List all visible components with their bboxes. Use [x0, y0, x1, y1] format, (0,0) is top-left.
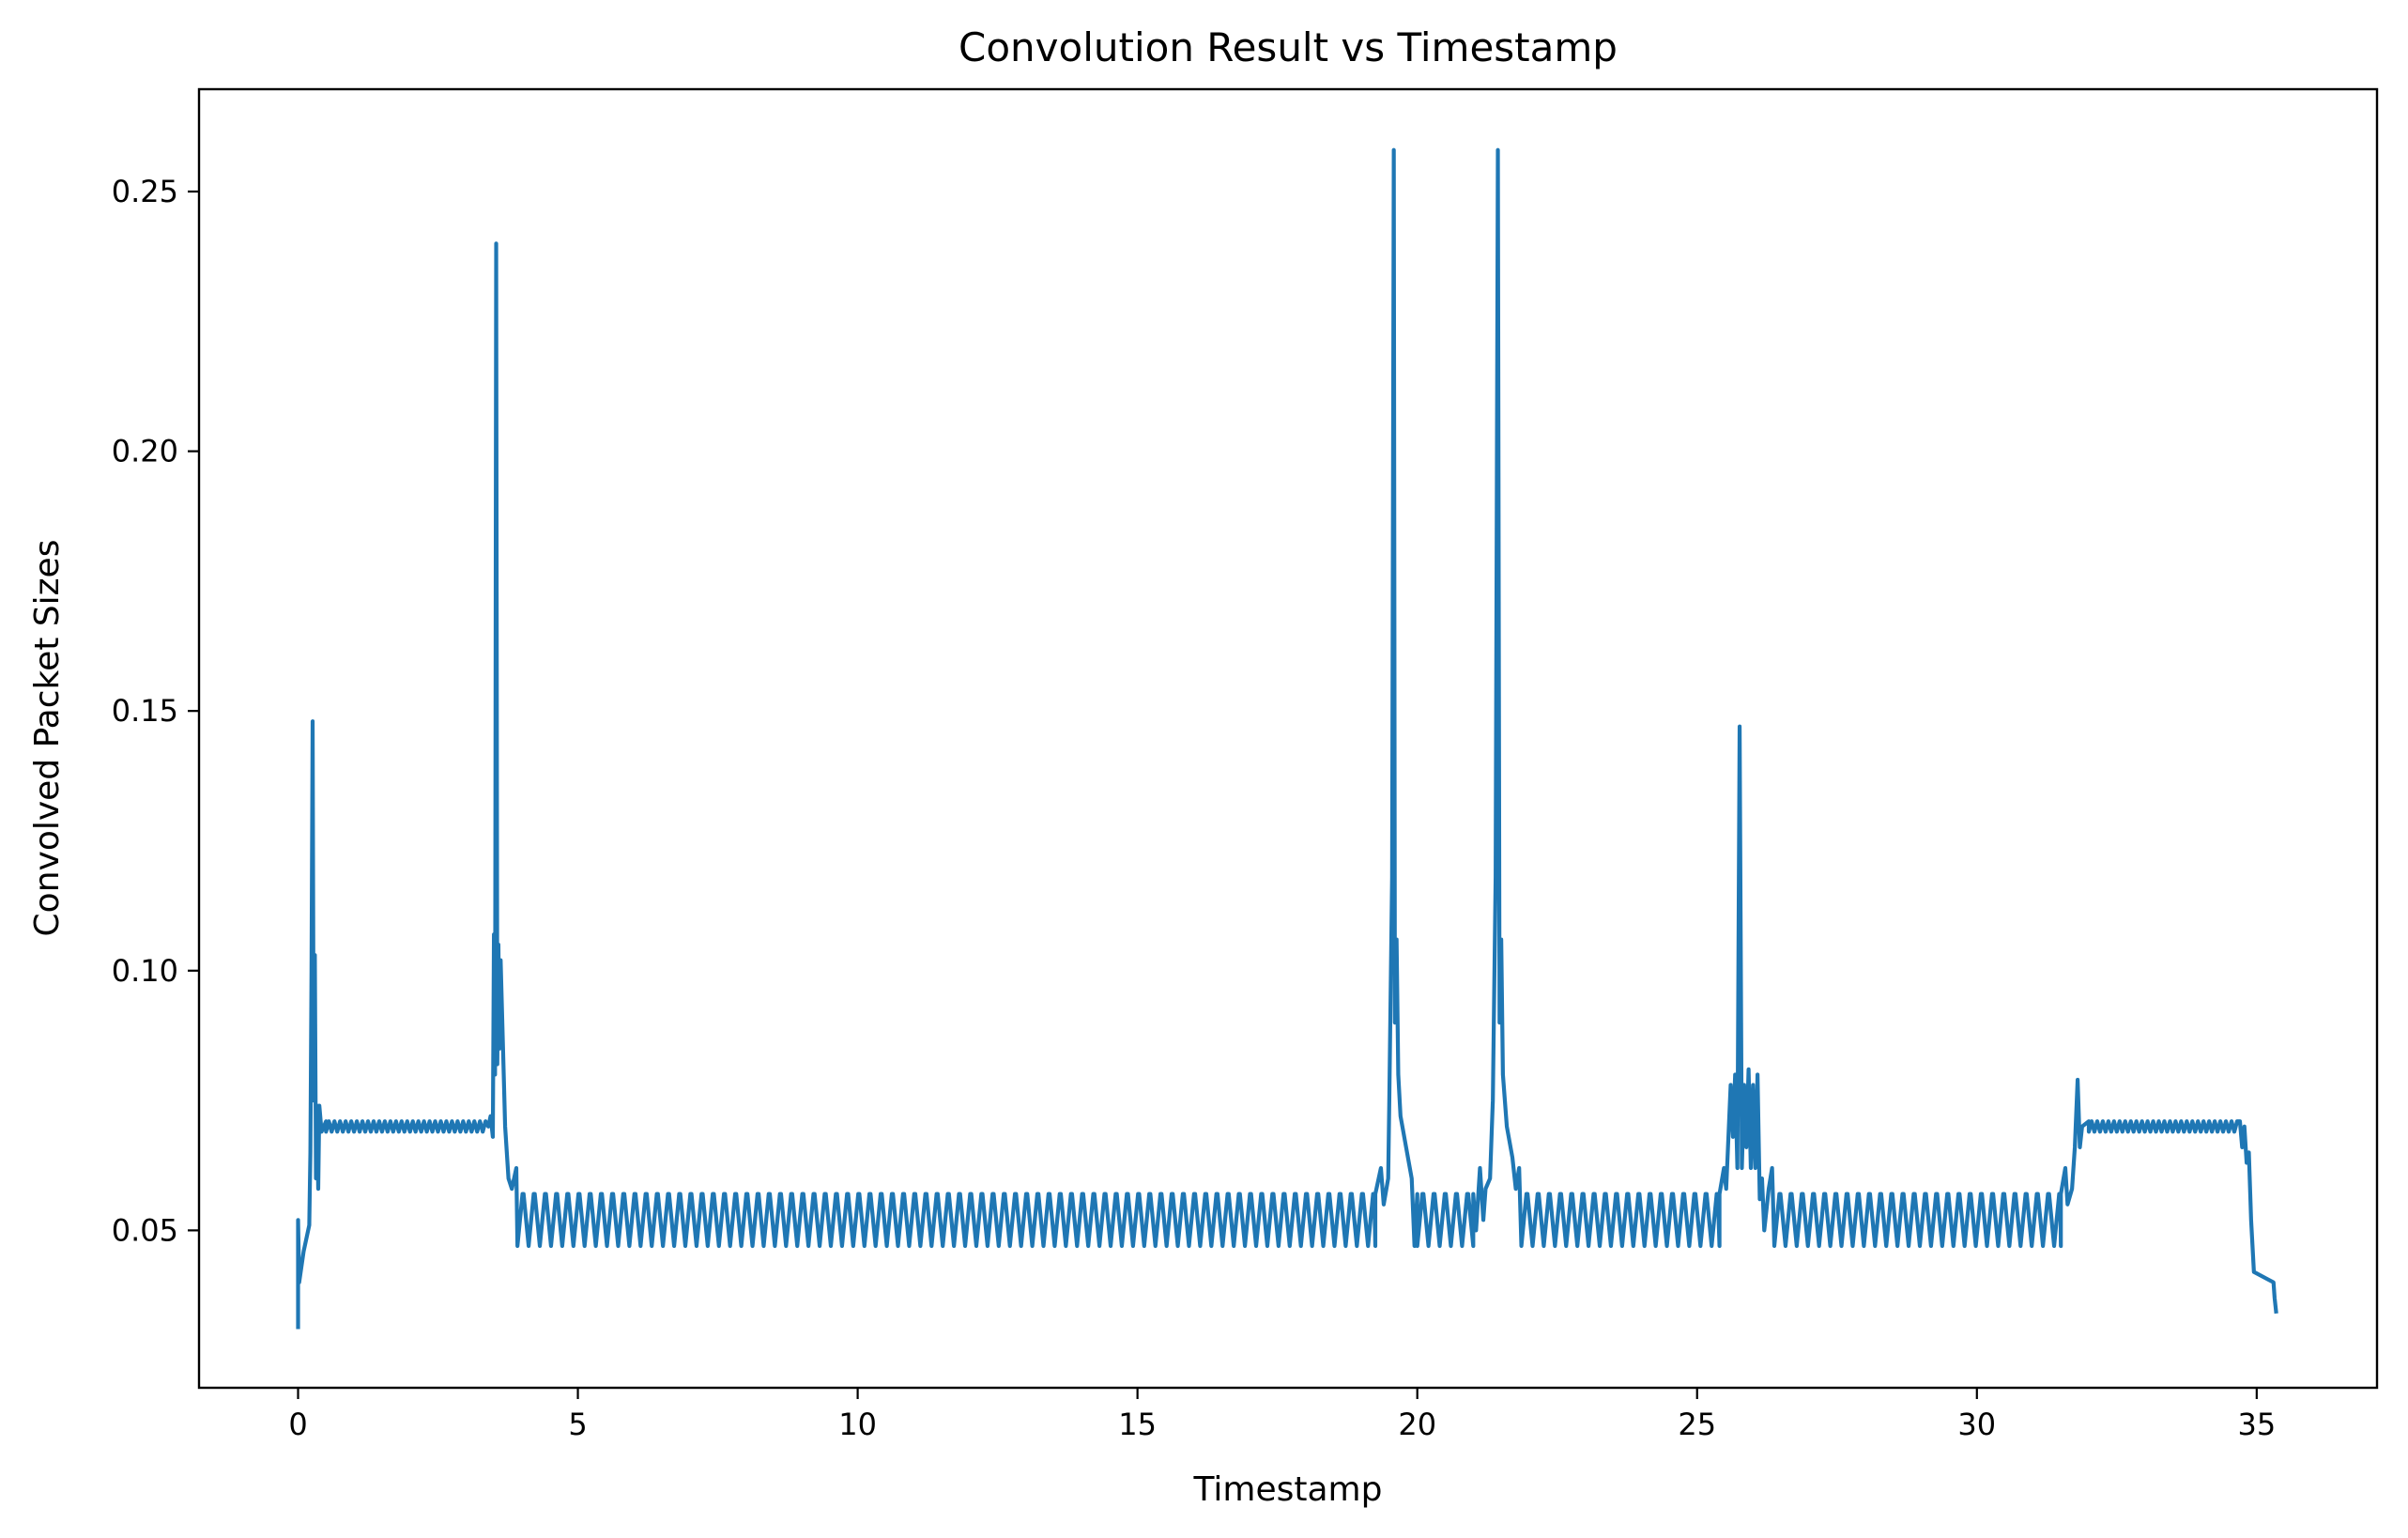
- x-tick-label: 5: [568, 1407, 587, 1442]
- y-tick-label: 0.20: [112, 434, 178, 469]
- chart-title: Convolution Result vs Timestamp: [959, 24, 1618, 70]
- series-line: [296, 147, 2278, 1330]
- y-tick-label: 0.15: [112, 693, 178, 729]
- y-tick-label: 0.10: [112, 953, 178, 989]
- x-tick-label: 20: [1398, 1407, 1436, 1442]
- axes-frame: [197, 87, 2379, 1390]
- y-tick-label: 0.25: [112, 174, 178, 209]
- x-tick-label: 30: [1957, 1407, 1996, 1442]
- x-tick-label: 10: [838, 1407, 877, 1442]
- x-axis-ticks: 0 5 10 15 20 25 30 35: [288, 1388, 2276, 1442]
- y-axis-label: Convolved Packet Sizes: [28, 540, 67, 937]
- x-axis-label: Timestamp: [1193, 1470, 1383, 1509]
- x-tick-label: 35: [2237, 1407, 2276, 1442]
- y-axis-ticks: 0.05 0.10 0.15 0.20 0.25: [112, 174, 199, 1248]
- y-tick-label: 0.05: [112, 1212, 178, 1248]
- x-tick-label: 15: [1118, 1407, 1157, 1442]
- plot-area: [296, 147, 2278, 1330]
- x-tick-label: 25: [1678, 1407, 1716, 1442]
- x-tick-label: 0: [288, 1407, 307, 1442]
